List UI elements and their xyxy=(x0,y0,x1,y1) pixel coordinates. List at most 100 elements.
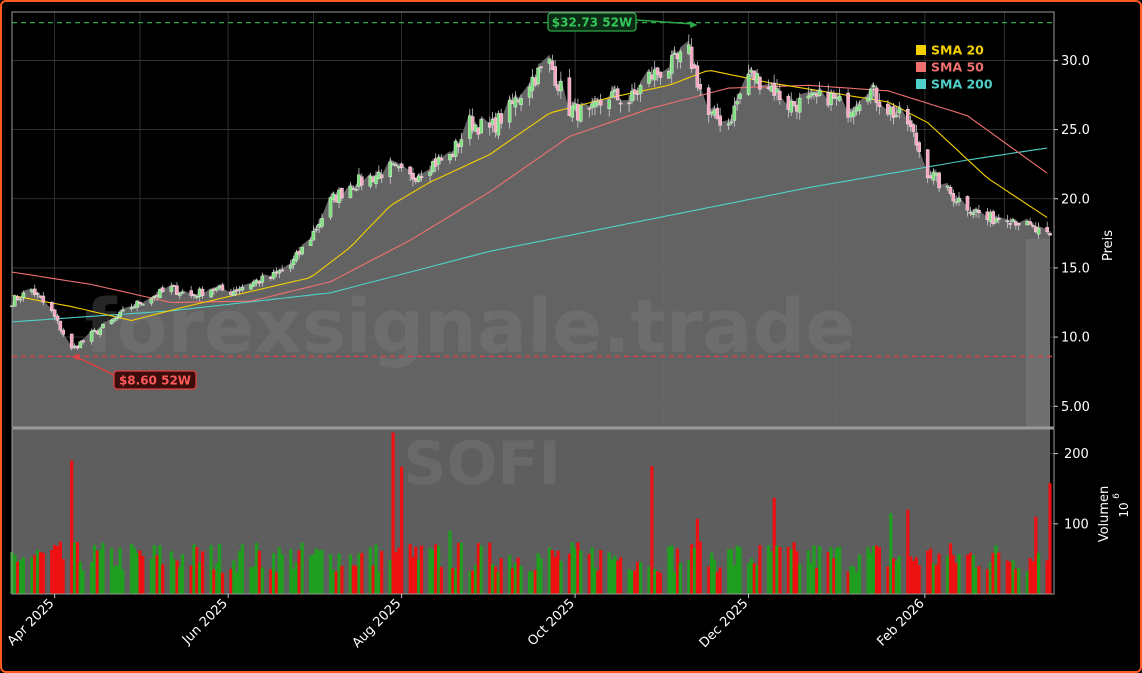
volume-bar xyxy=(434,544,438,594)
volume-bar xyxy=(1025,571,1029,594)
volume-bar xyxy=(809,562,813,594)
volume-bar xyxy=(132,547,136,594)
candle-body xyxy=(428,171,432,176)
candle-body xyxy=(931,172,936,181)
volume-bar xyxy=(260,567,264,594)
volume-bar xyxy=(437,545,441,594)
volume-bar xyxy=(846,571,850,594)
candle-body xyxy=(627,102,631,105)
high-52w-arrow xyxy=(635,19,694,25)
candle-body xyxy=(488,122,492,128)
candle-body xyxy=(177,293,182,296)
candle-body xyxy=(69,333,74,349)
volume-bar xyxy=(866,547,870,594)
volume-bar xyxy=(115,565,119,594)
candle-body xyxy=(994,218,998,223)
volume-bar xyxy=(806,550,810,594)
x-tick-label: Oct 2025 xyxy=(525,596,578,649)
volume-bar xyxy=(707,566,711,594)
volume-bar xyxy=(118,547,122,594)
volume-bar xyxy=(573,548,577,594)
candle-body xyxy=(917,142,921,152)
volume-exponent-label: 10 xyxy=(1117,502,1131,517)
candle-body xyxy=(615,88,620,101)
candle-body xyxy=(536,67,540,85)
candle-body xyxy=(869,88,873,100)
volume-bar xyxy=(587,553,591,594)
volume-bar xyxy=(971,554,975,594)
volume-bar xyxy=(1005,560,1009,594)
volume-bar xyxy=(334,571,338,594)
volume-bar xyxy=(1011,560,1015,594)
candle-body xyxy=(735,101,739,105)
candle-body xyxy=(911,124,916,133)
volume-bar xyxy=(798,563,802,594)
volume-bar xyxy=(360,553,364,594)
candle-body xyxy=(300,246,304,255)
candle-body xyxy=(1048,233,1052,236)
candle-body xyxy=(169,286,174,292)
low-52w-arrow xyxy=(77,356,117,377)
candle-body xyxy=(180,291,185,294)
volume-bar xyxy=(255,543,259,594)
volume-bar xyxy=(513,562,517,594)
volume-bar xyxy=(1048,483,1052,594)
volume-bar xyxy=(155,555,159,594)
volume-bar xyxy=(297,550,301,594)
volume-bar xyxy=(994,545,998,594)
volume-bar xyxy=(530,571,534,594)
sma20-line xyxy=(11,70,1048,322)
volume-bar xyxy=(894,560,898,594)
price-axes-frame xyxy=(11,11,1055,428)
price-area xyxy=(12,40,1050,428)
volume-bar xyxy=(974,567,978,594)
volume-bar xyxy=(599,550,603,594)
candle-body xyxy=(655,67,660,75)
candle-body xyxy=(567,77,572,116)
candle-body xyxy=(670,55,674,74)
volume-bar xyxy=(53,545,57,594)
volume-bar xyxy=(468,571,472,594)
candle-body xyxy=(857,104,862,111)
candle-body xyxy=(570,106,574,118)
candlesticks xyxy=(10,34,1052,427)
volume-bar xyxy=(249,567,253,594)
candle-body xyxy=(391,163,395,166)
volume-bar xyxy=(877,547,881,594)
candle-body xyxy=(89,331,94,342)
candle-body xyxy=(192,294,196,297)
candle-body xyxy=(411,172,415,180)
volume-bar xyxy=(1008,562,1012,594)
volume-bar xyxy=(454,569,458,594)
volume-bar xyxy=(377,571,381,594)
volume-bar xyxy=(747,562,751,594)
volume-bar xyxy=(715,571,719,594)
volume-bar xyxy=(101,542,105,594)
volume-bar xyxy=(201,551,205,594)
volume-bar xyxy=(439,566,443,594)
volume-bar xyxy=(991,552,995,594)
volume-bar xyxy=(1014,569,1018,594)
volume-bar xyxy=(533,570,537,594)
volume-bar xyxy=(849,565,853,594)
volume-bar xyxy=(997,552,1001,594)
candle-body xyxy=(52,309,57,317)
volume-bar xyxy=(516,557,520,594)
candle-body xyxy=(948,186,953,194)
volume-axes-frame xyxy=(11,428,1055,595)
volume-bar xyxy=(391,432,395,594)
volume-bar xyxy=(619,557,623,594)
volume-bar xyxy=(718,567,722,594)
candle-body xyxy=(550,60,555,70)
volume-bar xyxy=(778,547,782,594)
candle-body xyxy=(92,330,97,332)
volume-bar xyxy=(550,549,554,594)
volume-bar xyxy=(232,560,236,594)
volume-bar xyxy=(380,551,384,594)
volume-bar xyxy=(337,553,341,594)
volume-bar xyxy=(826,552,830,594)
volume-bar xyxy=(775,545,779,594)
candle-body xyxy=(1005,220,1010,223)
candle-body xyxy=(470,116,475,131)
candle-body xyxy=(220,284,225,291)
